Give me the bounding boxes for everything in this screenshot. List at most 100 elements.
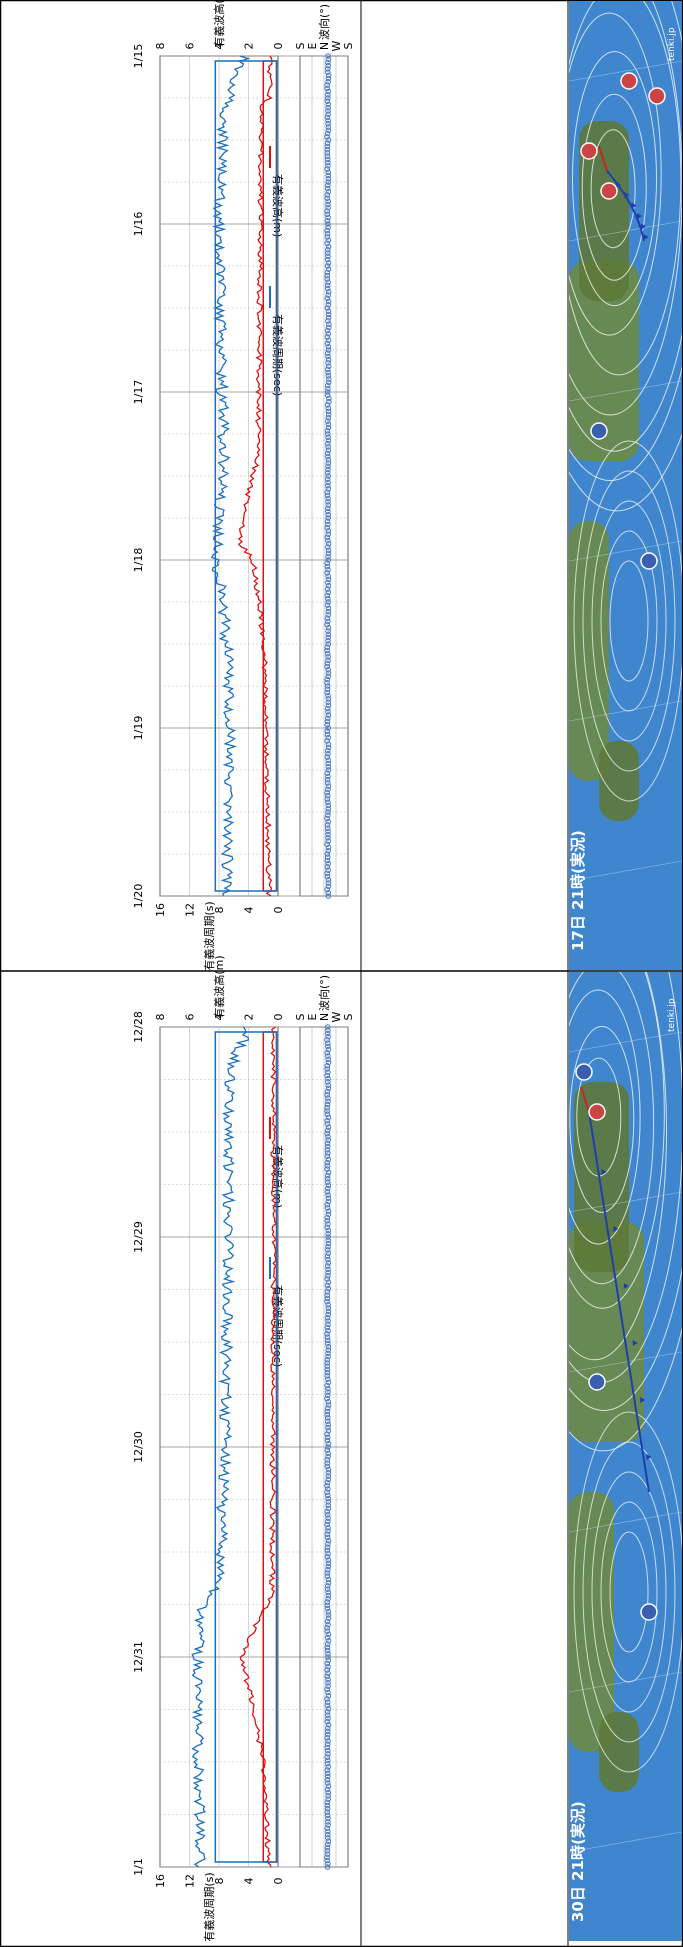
direction-point: [325, 657, 331, 664]
direction-point: [324, 150, 331, 156]
direction-point: [324, 1063, 331, 1069]
direction-point: [325, 111, 331, 117]
direction-point: [325, 1657, 332, 1663]
period-tick-label: 8: [213, 907, 226, 914]
direction-point: [324, 146, 331, 153]
land-mass: [569, 521, 609, 781]
direction-point: [325, 521, 331, 528]
direction-point: [324, 1851, 331, 1857]
direction-point: [324, 1812, 331, 1819]
direction-point: [324, 586, 331, 592]
isobar: [569, 1, 682, 452]
direction-point: [324, 1641, 331, 1647]
direction-point: [324, 747, 331, 754]
direction-point: [324, 1570, 331, 1576]
height-tick-label: 0: [272, 1014, 285, 1021]
direction-point: [324, 1460, 331, 1466]
direction-point: [325, 1663, 331, 1670]
direction-point: [324, 1728, 331, 1735]
direction-point: [325, 1680, 331, 1686]
direction-point: [325, 589, 332, 596]
direction-point: [325, 1515, 331, 1521]
land-mass: [599, 1712, 639, 1792]
direction-point: [324, 1189, 331, 1195]
direction-point: [325, 1040, 331, 1046]
direction-point: [324, 1547, 331, 1554]
direction-point: [324, 718, 331, 725]
direction-point: [325, 628, 331, 634]
direction-point: [325, 1819, 331, 1825]
direction-point: [324, 1531, 331, 1537]
period-axis-label: 有義波周期(s): [202, 1872, 216, 1941]
direction-point: [325, 369, 331, 376]
direction-point: [325, 715, 331, 722]
grid-line: [569, 1191, 682, 1213]
direction-point: [325, 1231, 331, 1237]
pressure-centre-icon: [590, 422, 608, 440]
land-mass: [569, 1222, 644, 1442]
direction-point: [325, 360, 331, 366]
direction-point: [325, 1098, 331, 1105]
direction-point: [325, 1247, 331, 1253]
direction-point: [325, 421, 332, 428]
direction-point: [325, 1337, 331, 1344]
direction-point: [325, 579, 331, 586]
period-reference-box: [214, 60, 278, 892]
direction-point: [325, 583, 332, 589]
direction-point: [326, 324, 332, 331]
direction-point: [325, 405, 332, 412]
direction-point: [325, 1428, 332, 1434]
direction-point: [324, 1618, 331, 1625]
front-triangle: [623, 1283, 629, 1289]
direction-point: [324, 1289, 331, 1295]
grid-line: [569, 220, 682, 242]
direction-point: [325, 237, 332, 243]
front-triangle: [601, 1169, 607, 1175]
direction-point: [324, 592, 331, 599]
direction-point: [324, 305, 331, 311]
direction-point: [324, 263, 331, 269]
direction-point: [324, 647, 331, 654]
direction-point: [324, 518, 331, 525]
direction-point: [325, 1683, 331, 1689]
direction-point: [325, 447, 332, 454]
direction-point: [325, 1350, 331, 1357]
direction-point: [325, 56, 332, 63]
direction-point: [325, 337, 332, 344]
direction-point: [325, 188, 332, 195]
direction-point: [324, 1712, 331, 1718]
height-tick-label: 8: [154, 43, 167, 50]
isobar: [582, 1441, 676, 1743]
map-credit: tenki.jp: [667, 998, 677, 1032]
x-tick-label: 12/31: [132, 1641, 145, 1673]
direction-point: [324, 1276, 331, 1282]
direction-point: [325, 1424, 331, 1431]
direction-point: [324, 450, 331, 457]
direction-point: [325, 812, 331, 819]
direction-point: [324, 841, 331, 848]
isobar: [600, 530, 658, 712]
front-triangle: [646, 1454, 652, 1460]
direction-point: [325, 867, 331, 874]
direction-point: [325, 104, 331, 111]
direction-point: [325, 1828, 331, 1835]
direction-point: [325, 831, 331, 838]
direction-point: [325, 1198, 332, 1205]
direction-point: [324, 1634, 331, 1641]
direction-point: [325, 508, 331, 515]
direction-point: [325, 692, 331, 699]
height-tick-label: 2: [243, 1014, 256, 1021]
direction-point: [324, 1153, 331, 1159]
direction-point: [324, 230, 331, 237]
direction-point: [325, 596, 331, 602]
direction-point: [324, 1573, 331, 1579]
direction-point: [324, 1366, 331, 1373]
direction-point: [324, 1489, 331, 1495]
direction-point: [325, 505, 331, 512]
direction-point: [325, 344, 332, 350]
direction-point: [325, 612, 332, 618]
direction-point: [324, 1647, 331, 1654]
direction-point: [325, 1612, 332, 1618]
direction-point: [324, 1201, 331, 1208]
direction-point: [325, 1221, 331, 1227]
